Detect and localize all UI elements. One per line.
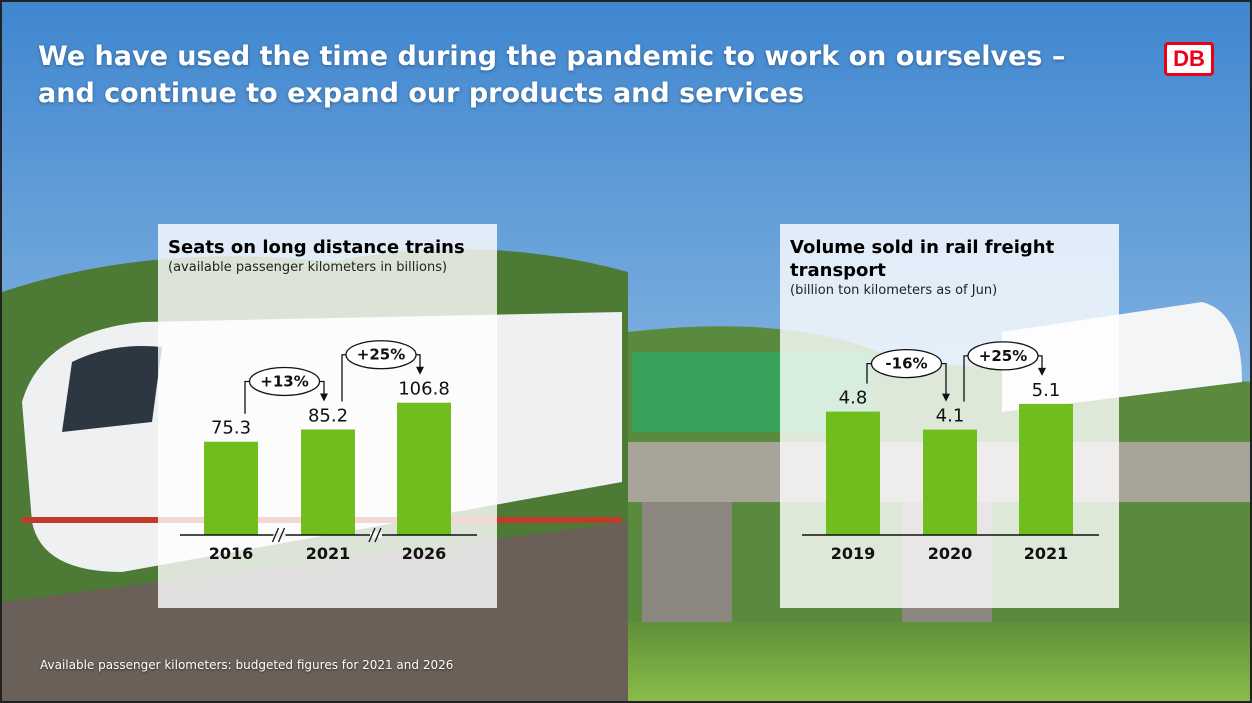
value-label: 5.1 [1032,380,1061,401]
chart-title: Volume sold in rail freight transport [790,237,1055,281]
axis-break [271,527,280,543]
chart-subtitle: (billion ton kilometers as of Jun) [790,283,998,298]
chart-subtitle: (available passenger kilometers in billi… [168,260,448,275]
value-label: 75.3 [211,418,251,439]
x-tick-label: 2020 [928,544,973,563]
axis-break [374,527,382,543]
bar [204,441,258,535]
chart-title: Seats on long distance trains [168,237,465,258]
annotation-bubble [870,348,943,379]
bar [301,429,355,535]
annotation-arrow [1038,367,1046,376]
bar [923,429,977,535]
value-label: 106.8 [398,379,450,400]
axis-break [277,527,286,543]
bar [397,402,451,535]
annotation-label: +25% [357,346,405,364]
annotation-bubble [345,340,417,370]
footnote: Available passenger kilometers: budgeted… [40,658,454,672]
annotation-bubble [967,341,1039,371]
x-tick-label: 2019 [831,544,876,563]
logo: DB [1164,42,1214,76]
annotation-arrow [942,393,950,402]
chart-panel: Volume sold in rail freight transport (bi… [780,224,1119,608]
annotation-label: -16% [885,355,927,373]
x-tick-label: 2016 [209,544,254,563]
chart-title-box: Volume sold in rail freight transport (bi… [790,236,1070,300]
annotation-arrow [320,393,328,402]
bar [826,411,880,535]
annotation-label: +25% [979,347,1027,365]
annotation-label: +13% [260,372,308,390]
value-label: 4.8 [839,388,868,409]
chart: 75.3 2016 85.2 2021 106.8 2026 +13% +25% [180,340,477,563]
slide-title: We have used the time during the pandemi… [38,41,1066,109]
value-label: 4.1 [936,406,965,427]
chart-panel: Seats on long distance trains (available … [158,224,497,608]
value-label: 85.2 [308,405,348,426]
annotation-arrow [416,366,424,375]
axis-break [368,527,376,543]
x-tick-label: 2026 [402,544,447,563]
bar [1019,403,1073,535]
chart-title-box: Seats on long distance trains (available … [168,236,488,277]
chart: 4.8 2019 4.1 2020 5.1 2021 -16% +25% [802,341,1099,563]
annotation-bubble [248,366,321,397]
axis-break-gap [370,532,382,538]
x-tick-label: 2021 [306,544,351,563]
axis-break-gap [273,532,286,538]
x-tick-label: 2021 [1024,544,1069,563]
